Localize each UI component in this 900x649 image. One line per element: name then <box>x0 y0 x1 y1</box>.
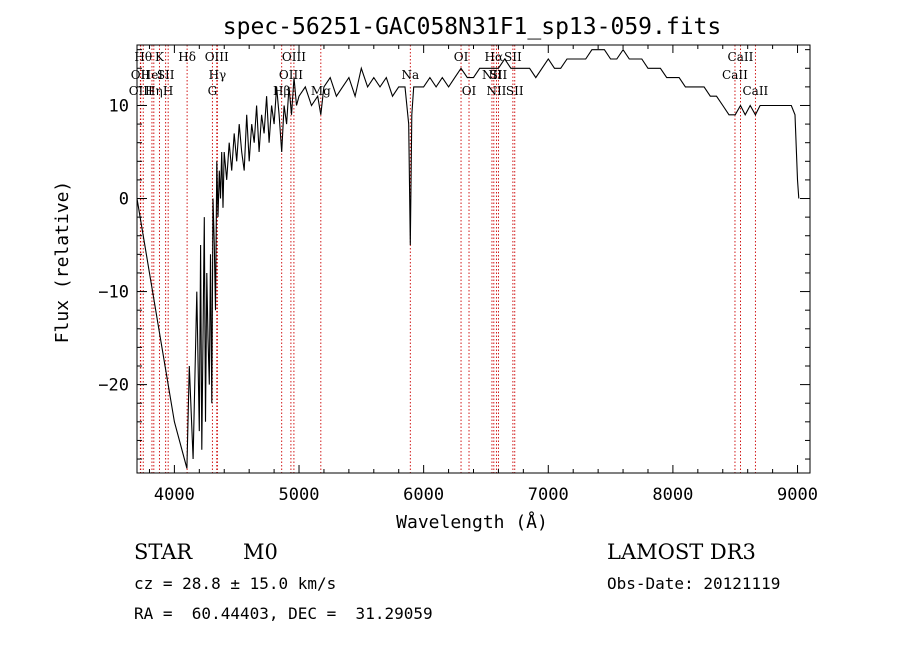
y-axis-ticks: −20 −10 0 10 <box>98 49 810 460</box>
spectral-line-label: Hγ <box>209 68 227 82</box>
survey-name: LAMOST DR3 <box>607 540 756 564</box>
y-axis-label: Flux (relative) <box>52 181 73 344</box>
x-tick-label: 6000 <box>403 485 444 505</box>
spectral-line-label: OI <box>462 84 477 98</box>
x-tick-label: 4000 <box>154 485 195 505</box>
chart-title: spec-56251-GAC058N31F1_sp13-059.fits <box>223 14 722 40</box>
spectral-line-label: SII <box>157 68 175 82</box>
spectral-line-label: NII <box>482 68 502 82</box>
observation-date: Obs-Date: 20121119 <box>607 574 781 593</box>
x-tick-label: 7000 <box>528 485 569 505</box>
spectral-line-label: H <box>163 84 173 98</box>
spectral-line-label: Mg <box>311 84 331 98</box>
spectral-line-label: Hη <box>145 84 163 98</box>
y-tick-label: −20 <box>98 376 129 396</box>
spectral-lines <box>139 45 756 473</box>
x-tick-label: 9000 <box>777 485 818 505</box>
x-tick-label: 5000 <box>279 485 320 505</box>
spectral-line-label: Hα <box>485 50 504 64</box>
spectral-line-label: OIII <box>282 50 306 64</box>
spectral-line-label: CaII <box>742 84 768 98</box>
spectral-line-label: SII <box>490 68 508 82</box>
spectral-line-label: HeI <box>141 68 164 82</box>
spectral-line-label: SII <box>506 84 524 98</box>
spectral-line-label: OI <box>454 50 469 64</box>
plot-frame <box>136 44 811 474</box>
object-subclass: M0 <box>243 540 278 564</box>
spectral-line-label: Na <box>401 68 419 82</box>
spectral-line-label: CaII <box>722 68 748 82</box>
spectral-line-label: G <box>208 84 218 98</box>
spectral-line-label: OIII <box>129 84 153 98</box>
spectral-line-label: NII <box>486 84 506 98</box>
y-tick-label: −10 <box>98 283 129 303</box>
spectral-line-label: Hδ <box>178 50 196 64</box>
spectral-line-label: SII <box>504 50 522 64</box>
y-tick-label: 0 <box>119 190 129 210</box>
spectral-line-label: Hθ <box>134 50 152 64</box>
coordinates: RA = 60.44403, DEC = 31.29059 <box>134 604 433 623</box>
x-tick-label: 8000 <box>652 485 693 505</box>
x-axis-ticks: 4000 5000 6000 7000 8000 9000 <box>148 45 818 505</box>
spectral-line-label: K <box>155 50 165 64</box>
spectral-line-label: CaII <box>728 50 754 64</box>
spectral-line-label: OII <box>131 68 151 82</box>
spectral-line-label: OIII <box>205 50 229 64</box>
object-class: STAR <box>134 540 193 564</box>
spectral-line-label: OIII <box>279 68 303 82</box>
y-tick-label: 10 <box>109 96 129 116</box>
redshift-cz: cz = 28.8 ± 15.0 km/s <box>134 574 337 593</box>
x-axis-label: Wavelength (Å) <box>396 511 548 533</box>
spectrum-series <box>136 48 800 469</box>
